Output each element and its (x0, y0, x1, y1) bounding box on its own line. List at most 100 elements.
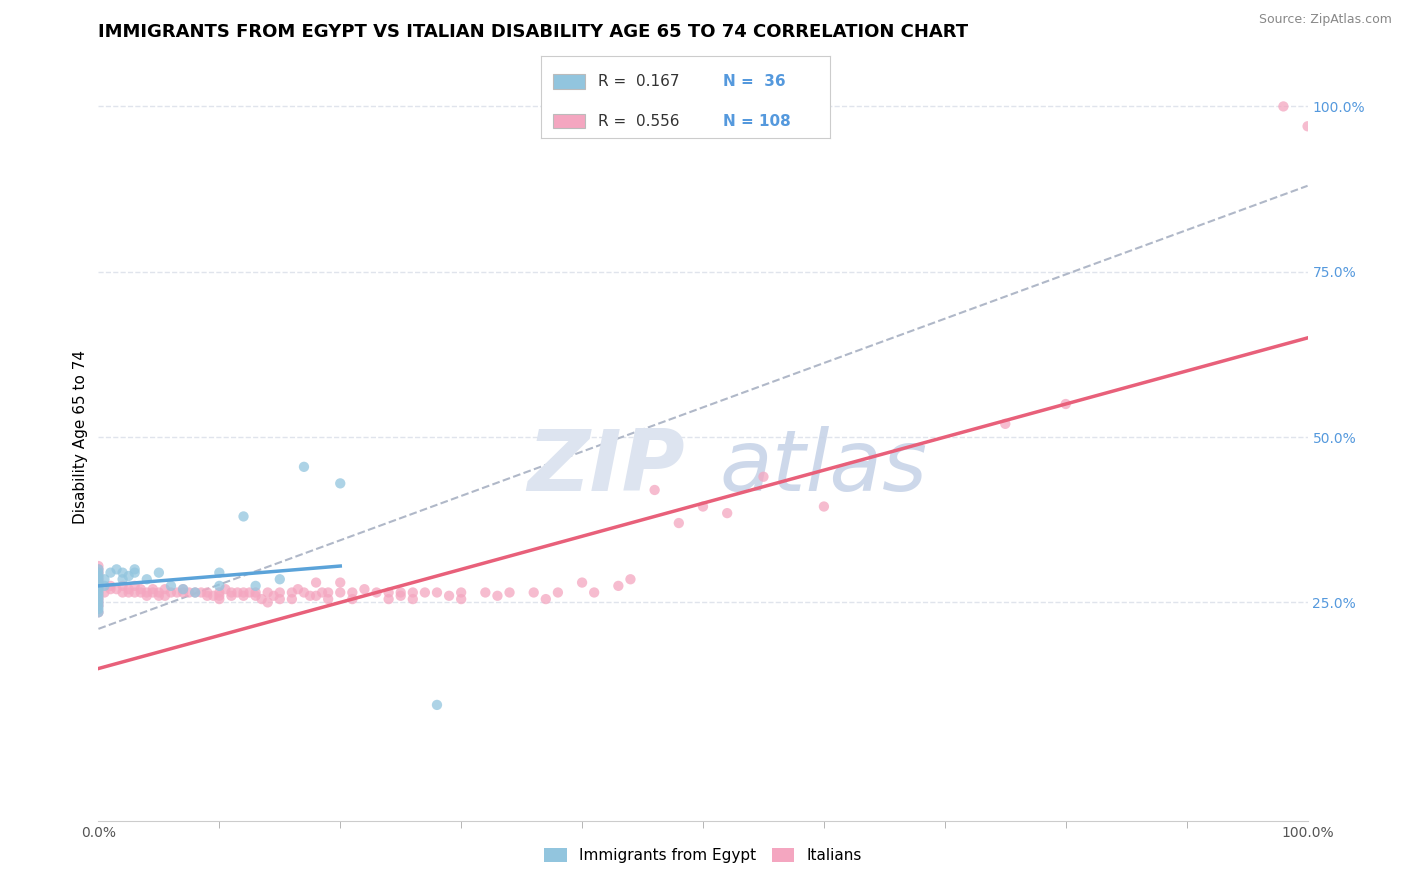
Point (269, 572, 291, 586)
Point (226, 585, 249, 599)
Point (534, 592, 557, 607)
Point (153, 589, 176, 603)
Point (87, 589, 110, 603)
Point (87, 605, 110, 619)
Point (1272, 99, 1295, 113)
Point (202, 589, 225, 603)
Point (118, 569, 141, 583)
Point (87, 599, 110, 613)
Point (366, 585, 388, 599)
Point (129, 582, 152, 597)
Point (269, 592, 291, 607)
Point (87, 585, 110, 599)
Point (292, 459, 315, 474)
Point (305, 575, 328, 590)
Point (232, 509, 254, 524)
Point (413, 585, 436, 599)
Point (100, 582, 122, 597)
Point (239, 585, 262, 599)
Point (87, 599, 110, 613)
Point (135, 585, 157, 599)
Point (692, 500, 714, 514)
Point (195, 589, 218, 603)
Point (292, 585, 315, 599)
Point (299, 589, 322, 603)
Point (87, 559, 110, 574)
Point (474, 585, 496, 599)
Point (184, 585, 207, 599)
Point (342, 592, 364, 607)
Point (426, 585, 449, 599)
Point (87, 575, 110, 590)
Point (184, 585, 207, 599)
Point (148, 585, 170, 599)
Point (402, 585, 425, 599)
Point (256, 585, 278, 599)
Point (87, 605, 110, 619)
Text: R =  0.167: R = 0.167 (598, 74, 679, 89)
Point (160, 585, 183, 599)
Point (752, 469, 775, 483)
Point (1296, 120, 1319, 134)
Point (813, 500, 835, 514)
Point (148, 589, 170, 603)
Point (245, 579, 267, 593)
Point (179, 585, 201, 599)
Point (208, 566, 231, 580)
Point (389, 585, 412, 599)
Point (153, 582, 176, 597)
Point (523, 585, 546, 599)
Point (232, 589, 254, 603)
Point (135, 572, 157, 586)
Point (316, 592, 339, 607)
Point (287, 582, 309, 597)
Point (87, 566, 110, 580)
Point (377, 585, 399, 599)
Point (93, 572, 115, 586)
Point (329, 575, 352, 590)
FancyBboxPatch shape (553, 74, 585, 89)
Point (87, 575, 110, 590)
Point (160, 579, 183, 593)
Point (245, 585, 267, 599)
Point (208, 589, 231, 603)
Point (256, 595, 278, 609)
Point (87, 579, 110, 593)
Point (342, 585, 364, 599)
Point (124, 579, 146, 593)
Point (377, 592, 399, 607)
Point (329, 476, 352, 491)
Point (498, 585, 520, 599)
Point (214, 582, 236, 597)
Point (142, 582, 165, 597)
Point (87, 592, 110, 607)
Point (105, 582, 128, 597)
Point (87, 572, 110, 586)
Text: ZIP: ZIP (527, 426, 685, 509)
Point (281, 585, 304, 599)
Point (87, 562, 110, 576)
Point (87, 592, 110, 607)
Point (111, 585, 134, 599)
Point (450, 585, 472, 599)
Point (263, 589, 285, 603)
Y-axis label: Disability Age 65 to 74: Disability Age 65 to 74 (73, 350, 89, 524)
Text: N = 108: N = 108 (723, 113, 790, 128)
Point (316, 585, 339, 599)
Point (87, 595, 110, 609)
Point (87, 585, 110, 599)
Text: Source: ZipAtlas.com: Source: ZipAtlas.com (1258, 13, 1392, 27)
Point (619, 572, 641, 586)
Point (87, 572, 110, 586)
Point (142, 585, 165, 599)
Point (716, 506, 738, 520)
Legend: Immigrants from Egypt, Italians: Immigrants from Egypt, Italians (536, 840, 870, 871)
Point (353, 582, 375, 597)
Point (221, 585, 243, 599)
Point (118, 585, 141, 599)
Point (129, 585, 152, 599)
Point (426, 698, 449, 712)
Point (100, 579, 122, 593)
Point (571, 575, 593, 590)
Point (208, 592, 231, 607)
